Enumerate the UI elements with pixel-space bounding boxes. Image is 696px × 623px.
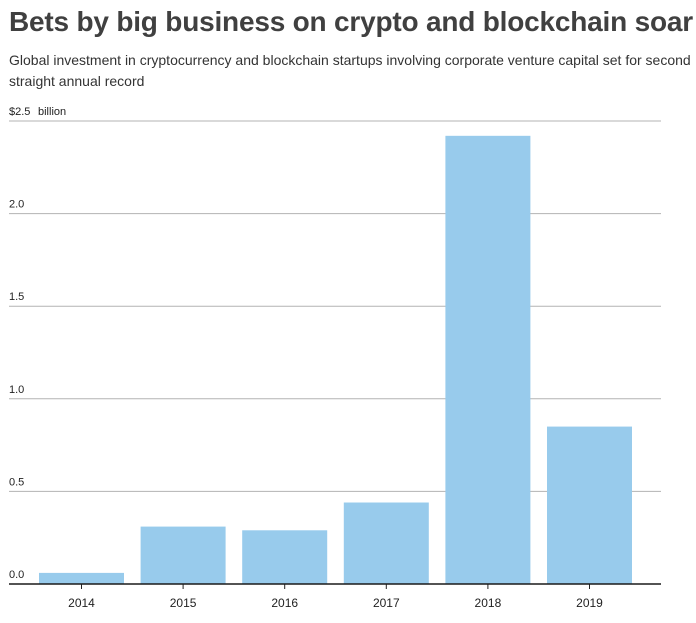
y-tick-label: 1.5 bbox=[9, 291, 24, 303]
gridlines bbox=[9, 120, 661, 492]
y-tick-label: 0.5 bbox=[9, 476, 24, 488]
bar-2017 bbox=[343, 502, 429, 584]
bars bbox=[39, 135, 632, 585]
x-tick-labels: 2014 2015 2016 2017 2018 2019 bbox=[68, 584, 603, 610]
bar-2015 bbox=[140, 526, 226, 584]
bar-2014 bbox=[39, 572, 124, 584]
x-tick-label: 2018 bbox=[475, 596, 502, 610]
bar-2019 bbox=[547, 426, 632, 584]
x-tick-label: 2016 bbox=[271, 596, 298, 610]
x-tick-label: 2017 bbox=[373, 596, 400, 610]
bar-2018 bbox=[445, 135, 531, 585]
chart-title: Bets by big business on crypto and block… bbox=[9, 6, 693, 37]
y-tick-label: $2.5 bbox=[9, 106, 30, 118]
y-tick-labels: 0.0 0.5 1.0 1.5 2.0 $2.5 billion bbox=[9, 106, 66, 581]
x-tick-label: 2014 bbox=[68, 596, 95, 610]
y-tick-label: 0.0 bbox=[9, 569, 24, 581]
y-tick-label: 1.0 bbox=[9, 384, 24, 396]
y-unit-label: billion bbox=[38, 106, 66, 118]
chart-subtitle: Global investment in cryptocurrency and … bbox=[9, 52, 691, 89]
y-tick-label: 2.0 bbox=[9, 199, 24, 211]
x-tick-label: 2019 bbox=[576, 596, 603, 610]
x-tick-label: 2015 bbox=[170, 596, 197, 610]
bar-2016 bbox=[242, 530, 328, 584]
